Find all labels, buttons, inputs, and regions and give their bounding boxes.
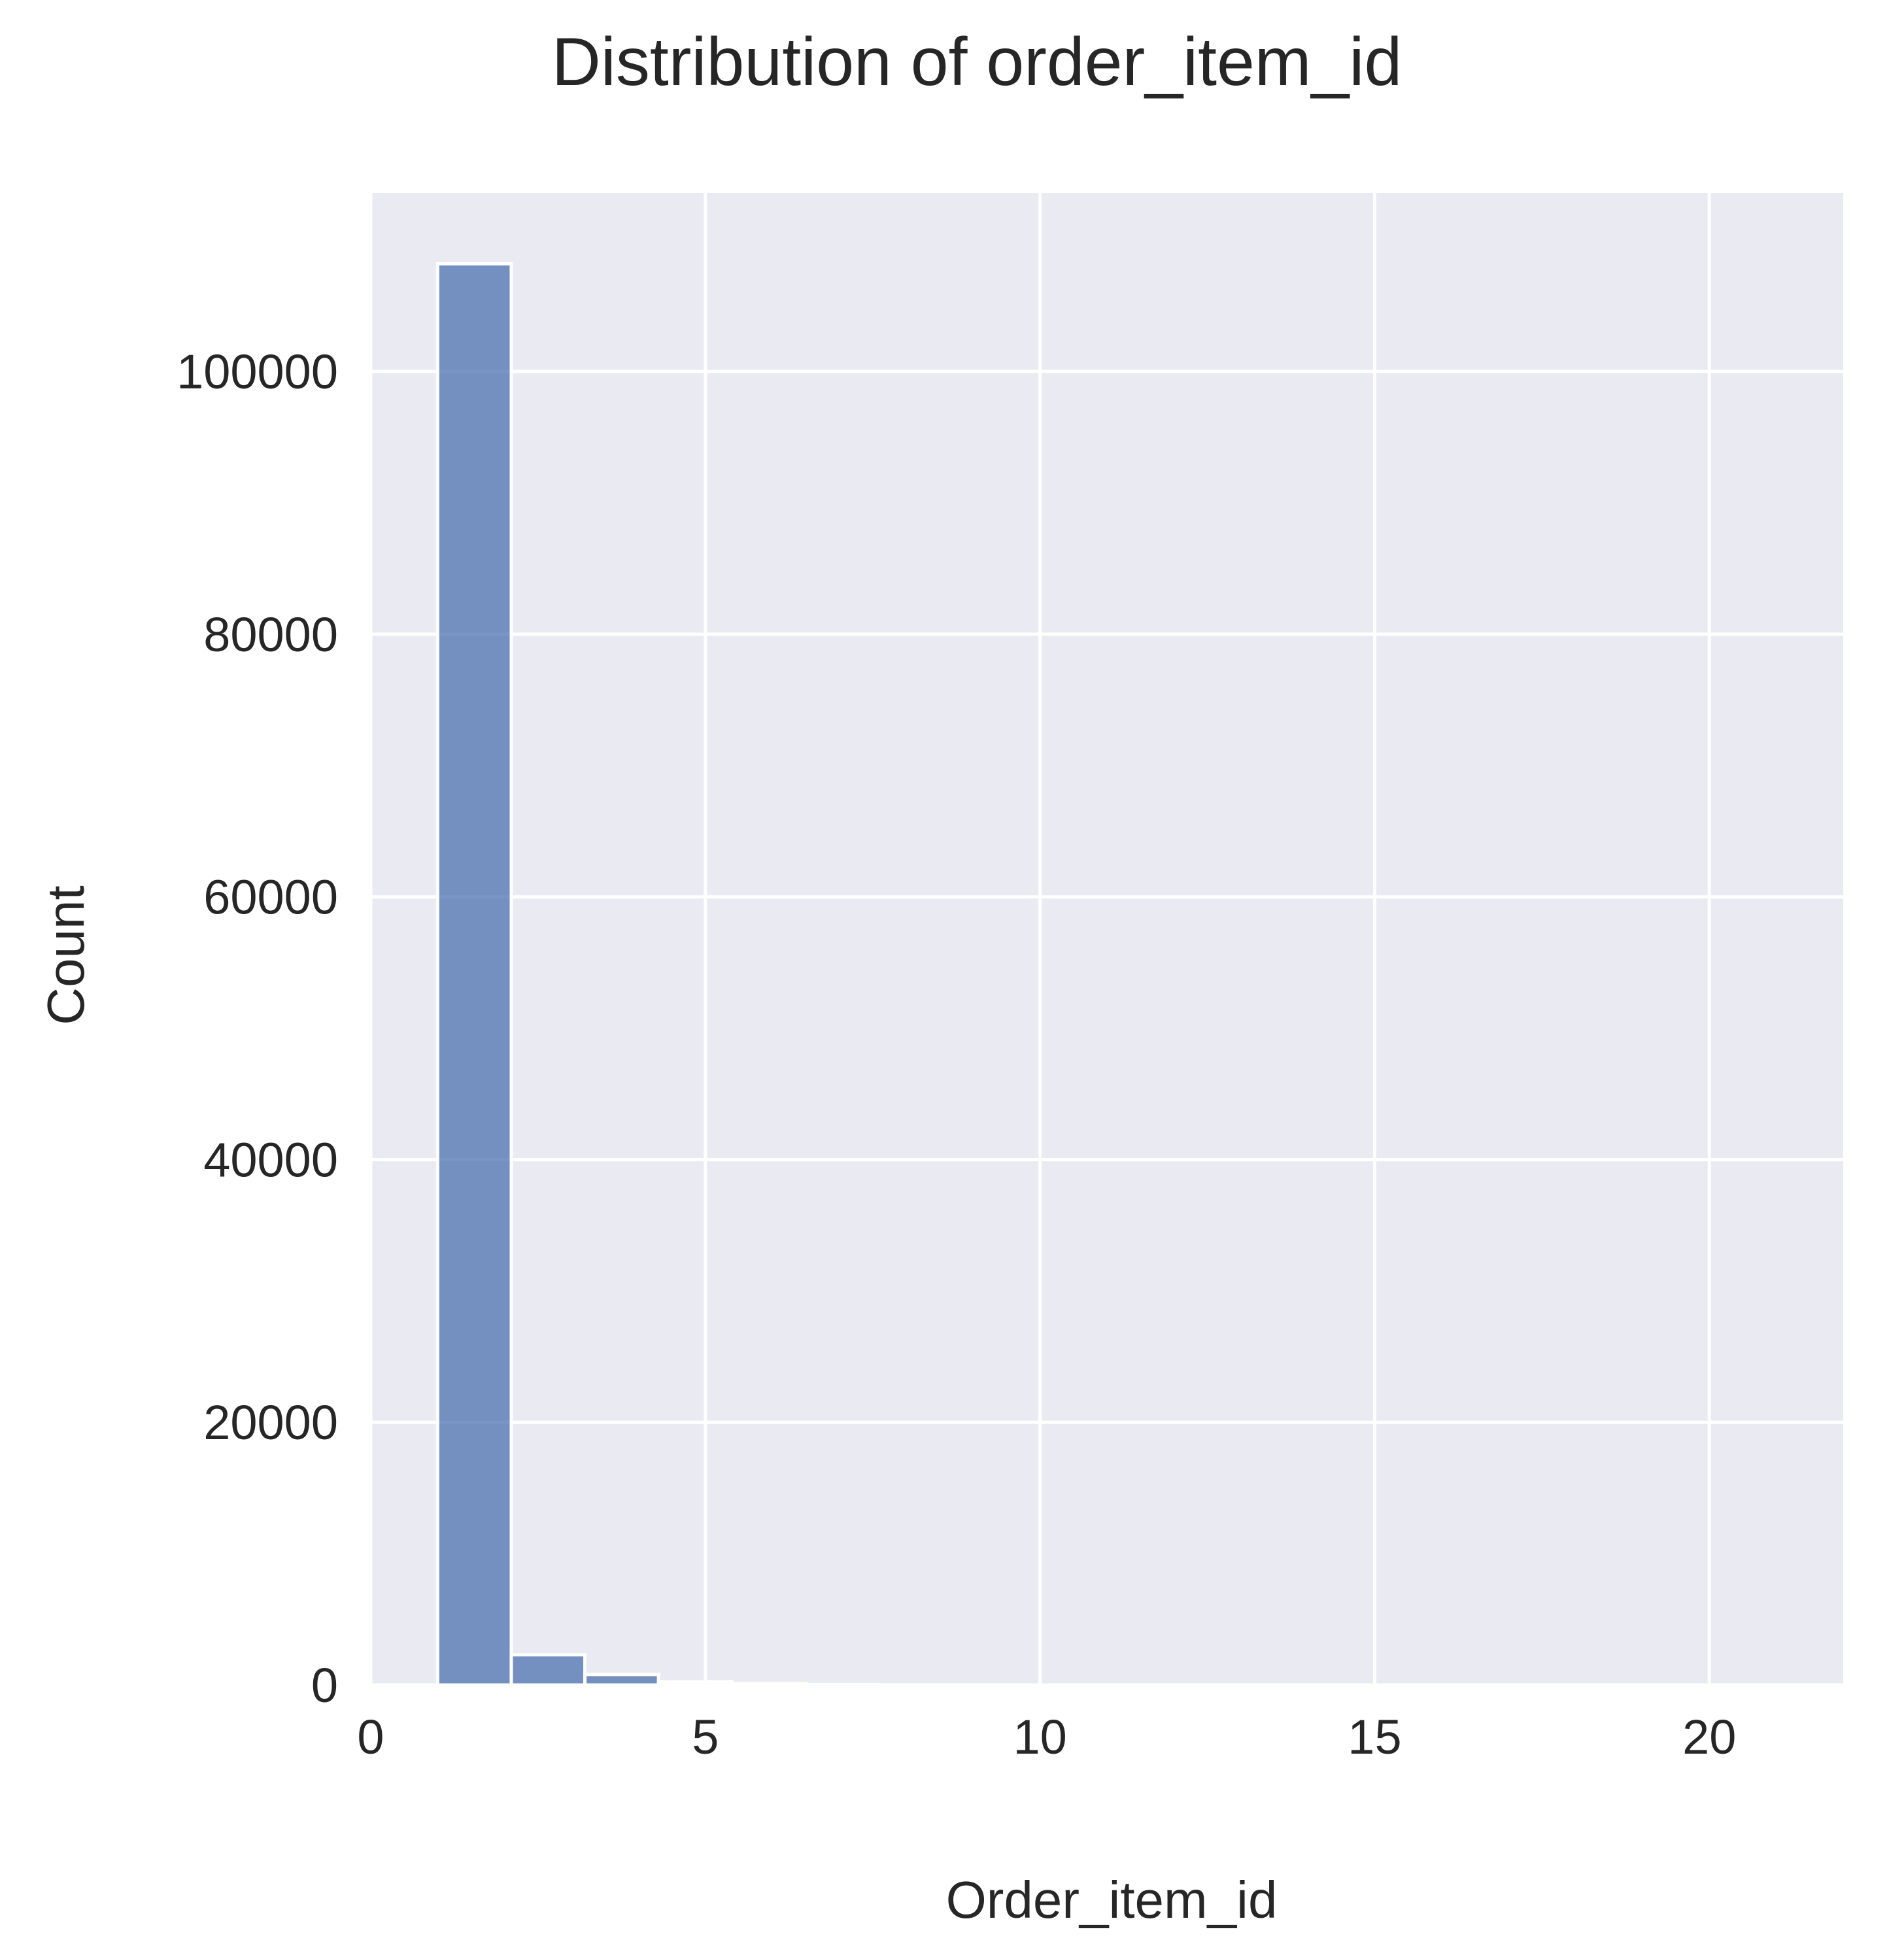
y-axis-label: Count — [37, 885, 95, 1025]
chart-title: Distribution of order_item_id — [552, 24, 1402, 100]
histogram-bar — [585, 1675, 659, 1685]
y-tick-label: 100000 — [177, 345, 338, 399]
x-tick-label: 10 — [1013, 1710, 1066, 1764]
y-tick-label: 40000 — [203, 1132, 338, 1187]
x-tick-label: 20 — [1682, 1710, 1736, 1764]
y-tick-label: 80000 — [203, 607, 338, 662]
plot-area — [371, 193, 1843, 1685]
x-tick-label: 0 — [357, 1710, 384, 1764]
x-tick-label: 15 — [1348, 1710, 1401, 1764]
histogram-bar — [437, 264, 511, 1685]
histogram-bar — [658, 1682, 732, 1685]
histogram-bar — [732, 1684, 806, 1685]
y-tick-label: 60000 — [203, 870, 338, 925]
histogram-bar — [806, 1684, 879, 1685]
y-tick-label: 20000 — [203, 1395, 338, 1450]
y-tick-label: 0 — [311, 1658, 338, 1712]
x-tick-label: 5 — [692, 1710, 719, 1764]
x-axis-label: Order_item_id — [946, 1871, 1278, 1929]
histogram-bar — [511, 1655, 585, 1685]
